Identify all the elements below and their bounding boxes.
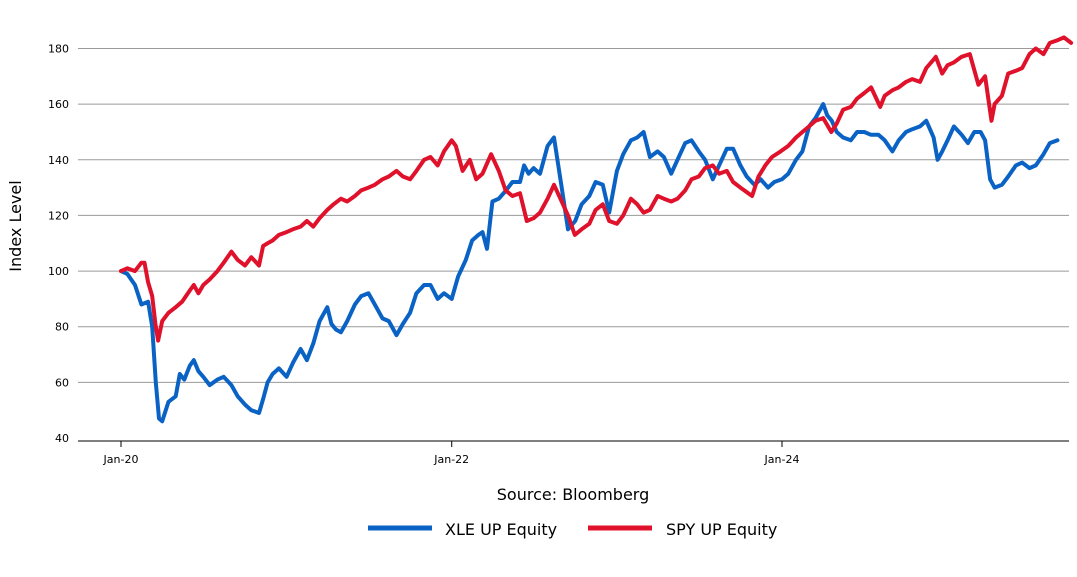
series-line-spy <box>119 35 1074 343</box>
x-tick-label: Jan-22 <box>433 453 469 466</box>
legend-item-spy: SPY UP Equity <box>588 520 777 539</box>
y-tick-label: 100 <box>48 265 69 278</box>
series-lines <box>119 35 1074 424</box>
y-tick-label: 180 <box>48 43 69 56</box>
y-axis-label: Index Level <box>6 180 25 271</box>
y-tick-label: 120 <box>48 209 69 222</box>
x-tick-label: Jan-20 <box>103 453 139 466</box>
y-tick-label: 80 <box>55 321 69 334</box>
y-tick-label: 160 <box>48 98 69 111</box>
legend-item-xle: XLE UP Equity <box>368 520 557 539</box>
y-tick-label: 40 <box>55 432 69 445</box>
grid-lines <box>78 48 1069 383</box>
x-axis-label: Source: Bloomberg <box>497 485 649 504</box>
x-tick-label: Jan-24 <box>764 453 800 466</box>
y-tick-label: 140 <box>48 154 69 167</box>
legend-label-spy: SPY UP Equity <box>666 520 777 539</box>
y-tick-label: 60 <box>55 376 69 389</box>
x-axis: Jan-20 Jan-22 Jan-24 <box>78 440 1069 466</box>
legend-label-xle: XLE UP Equity <box>445 520 557 539</box>
y-axis-ticks: 40 60 80 100 120 140 160 180 <box>48 43 69 446</box>
legend: XLE UP Equity SPY UP Equity <box>368 520 777 539</box>
